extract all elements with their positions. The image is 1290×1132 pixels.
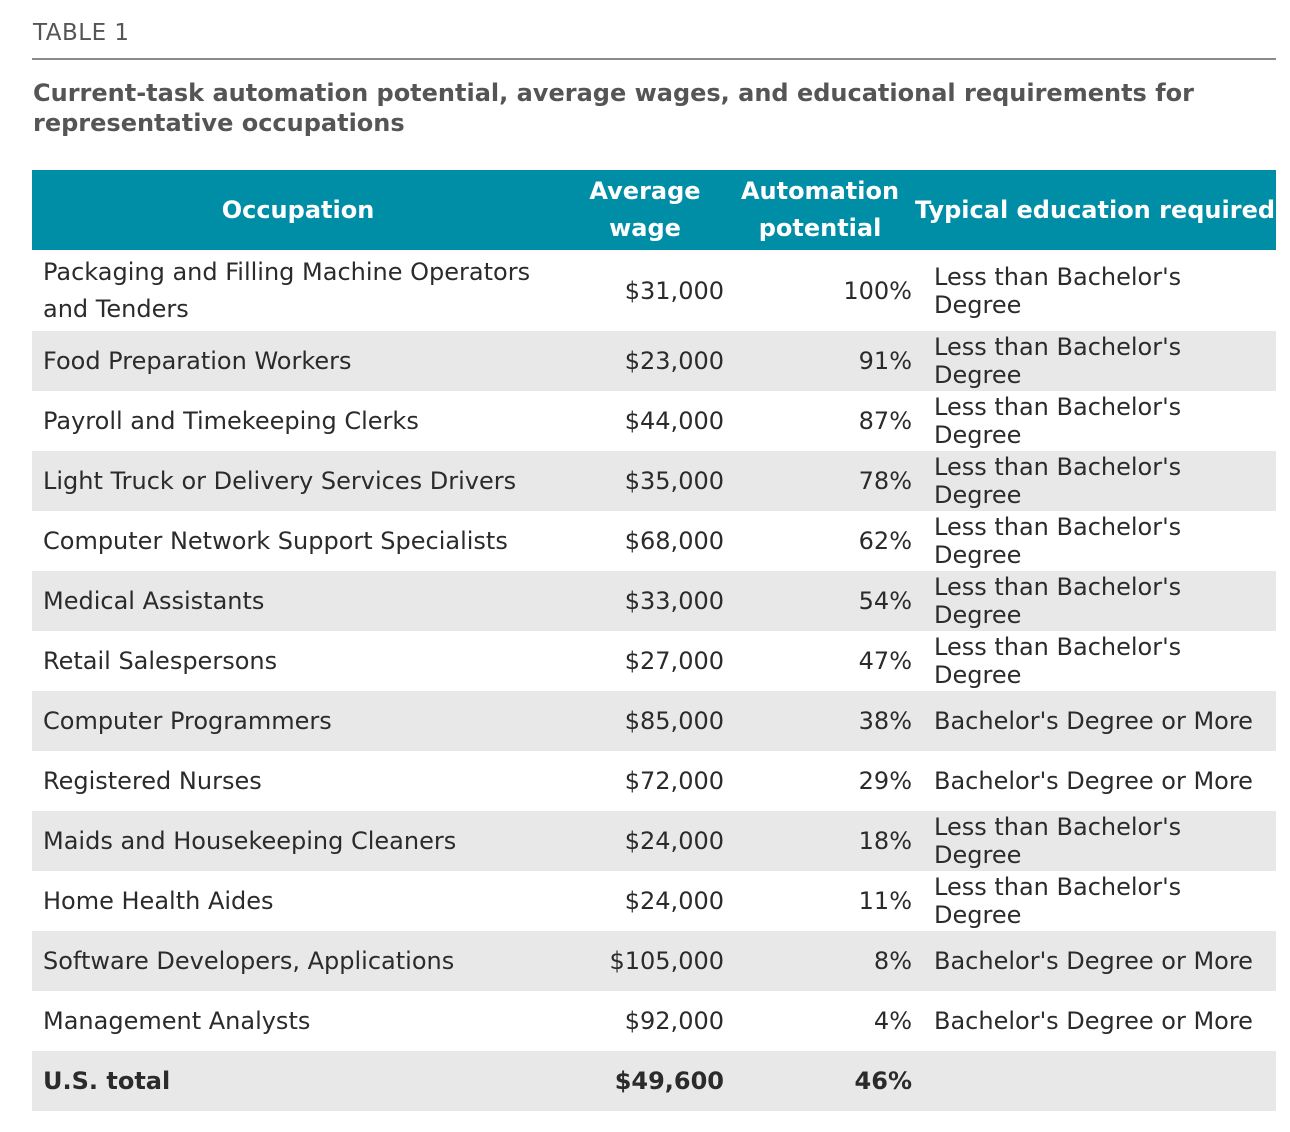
table-row: Medical Assistants $33,000 54% Less than Ba… [32,571,1276,631]
education-cell: Less than Bachelor's Degree [934,633,1182,689]
education-cell: Less than Bachelor's Degree [934,262,1182,319]
automation-cell: 47% [858,647,912,675]
wage-cell: $92,000 [624,1007,724,1035]
wage-cell: $24,000 [624,887,724,915]
wage-cell: $27,000 [624,647,724,675]
automation-cell: 4% [873,1007,912,1035]
table-row: Computer Programmers $85,000 38% Bachelor's… [32,691,1276,751]
education-cell: Less than Bachelor's Degree [914,811,1276,871]
occupation-cell: Retail Salespersons [43,647,278,675]
header-automation-potential: Automation potential [726,170,914,250]
wage-cell: $72,000 [624,767,724,795]
table-row: Computer Network Support Specialists $68,… [32,511,1276,571]
table-row: Retail Salespersons $27,000 47% Less than B… [32,631,1276,691]
education-cell: Less than Bachelor's Degree [934,393,1182,449]
table-row: Payroll and Timekeeping Clerks $44,000 87%… [32,391,1276,451]
table-row: Food Preparation Workers $23,000 91% Less t… [32,331,1276,391]
total-label: U.S. total [32,1051,564,1111]
header-row: Occupation Average wage Automation poten… [32,170,1276,250]
wage-cell: $31,000 [624,276,724,305]
wage-cell: $105,000 [564,931,726,991]
table-row: Management Analysts $92,000 4% Bachelor's D… [32,991,1276,1051]
education-cell: Bachelor's Degree or More [934,1007,1253,1035]
occupation-cell: Management Analysts [43,1007,311,1035]
wage-cell: $44,000 [624,407,724,435]
automation-cell: 38% [726,691,914,751]
table-row: Light Truck or Delivery Services Drivers… [32,451,1276,511]
header-occupation: Occupation [32,170,564,250]
wage-cell: $33,000 [564,571,726,631]
table-row: Packaging and Filling Machine Operators … [32,250,1276,331]
occupation-cell: Home Health Aides [43,887,274,915]
education-cell: Bachelor's Degree or More [934,767,1253,795]
table-row: Home Health Aides $24,000 11% Less than Bac… [32,871,1276,931]
header-education: Typical education required [914,170,1276,250]
wage-cell: $24,000 [564,811,726,871]
occupation-cell: Software Developers, Applications [32,931,564,991]
table-title: Current-task automation potential, avera… [33,79,1194,137]
total-automation: 46% [726,1051,914,1111]
total-row: U.S. total $49,600 46% [32,1051,1276,1111]
wage-cell: $23,000 [564,331,726,391]
education-cell: Less than Bachelor's Degree [914,451,1276,511]
header-average-wage: Average wage [564,170,726,250]
education-cell: Less than Bachelor's Degree [934,873,1182,929]
total-education [914,1051,1276,1111]
occupation-cell: Packaging and Filling Machine Operators … [43,257,531,323]
automation-cell: 91% [726,331,914,391]
automation-cell: 87% [858,407,912,435]
automation-cell: 29% [858,767,912,795]
total-wage: $49,600 [564,1051,726,1111]
automation-cell: 78% [726,451,914,511]
education-cell: Bachelor's Degree or More [914,691,1276,751]
automation-cell: 11% [858,887,912,915]
occupation-cell: Maids and Housekeeping Cleaners [32,811,564,871]
table-body: Packaging and Filling Machine Operators … [32,250,1276,1051]
automation-cell: 62% [858,527,912,555]
occupation-cell: Computer Network Support Specialists [43,527,508,555]
wage-cell: $68,000 [624,527,724,555]
divider [32,58,1276,60]
automation-cell: 8% [726,931,914,991]
education-cell: Bachelor's Degree or More [914,931,1276,991]
table-row: Registered Nurses $72,000 29% Bachelor's De… [32,751,1276,811]
occupation-cell: Payroll and Timekeeping Clerks [43,407,419,435]
occupation-cell: Food Preparation Workers [32,331,564,391]
education-cell: Less than Bachelor's Degree [914,331,1276,391]
occupation-cell: Medical Assistants [32,571,564,631]
occupation-cell: Registered Nurses [43,767,262,795]
occupation-cell: Computer Programmers [32,691,564,751]
occupation-cell: Light Truck or Delivery Services Drivers [32,451,564,511]
automation-cell: 54% [726,571,914,631]
education-cell: Less than Bachelor's Degree [914,571,1276,631]
automation-cell: 18% [726,811,914,871]
table-row: Maids and Housekeeping Cleaners $24,000 18… [32,811,1276,871]
wage-cell: $35,000 [564,451,726,511]
table-label: TABLE 1 [33,20,130,46]
education-cell: Less than Bachelor's Degree [934,513,1182,569]
automation-cell: 100% [843,276,912,305]
data-table: Occupation Average wage Automation poten… [32,170,1276,1111]
wage-cell: $85,000 [564,691,726,751]
table-row: Software Developers, Applications $105,00… [32,931,1276,991]
